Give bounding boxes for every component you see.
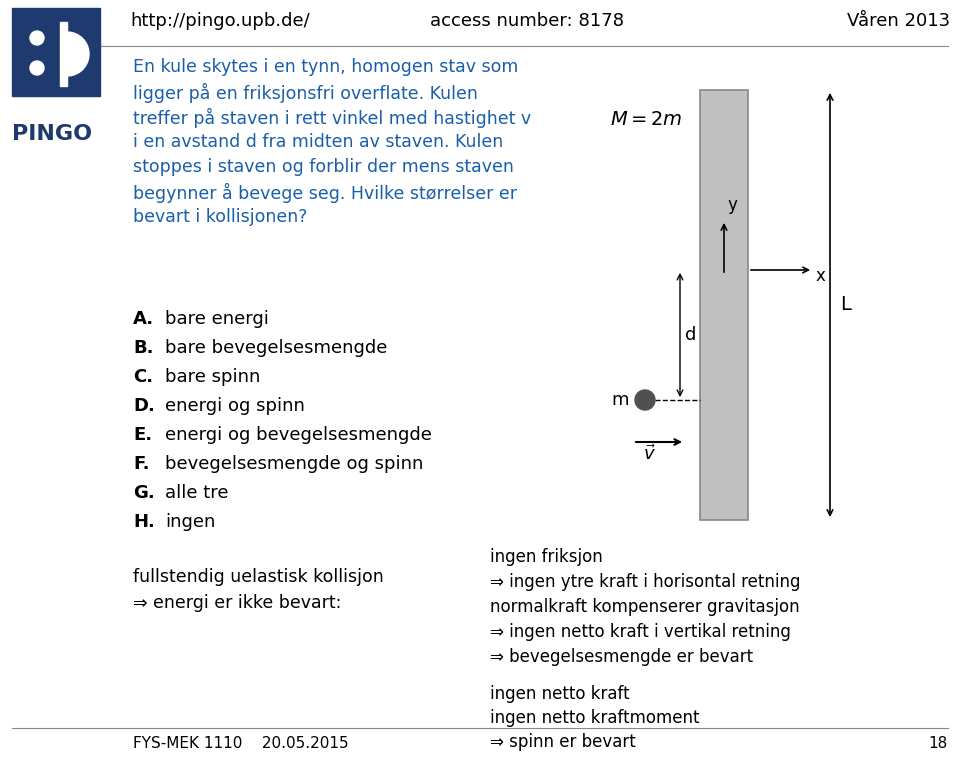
Text: $\vec{v}$: $\vec{v}$	[643, 444, 656, 464]
Text: x: x	[816, 267, 826, 285]
Circle shape	[30, 31, 44, 45]
Text: bare energi: bare energi	[165, 310, 269, 328]
Text: http://pingo.upb.de/: http://pingo.upb.de/	[130, 12, 310, 30]
Text: FYS-MEK 1110    20.05.2015: FYS-MEK 1110 20.05.2015	[133, 736, 348, 751]
Text: i en avstand d fra midten av staven. Kulen: i en avstand d fra midten av staven. Kul…	[133, 133, 503, 151]
Text: alle tre: alle tre	[165, 484, 228, 502]
Text: ⇒ ingen netto kraft i vertikal retning: ⇒ ingen netto kraft i vertikal retning	[490, 623, 791, 641]
Text: 18: 18	[928, 736, 948, 751]
Text: En kule skytes i en tynn, homogen stav som: En kule skytes i en tynn, homogen stav s…	[133, 58, 518, 76]
Text: bevart i kollisjonen?: bevart i kollisjonen?	[133, 208, 307, 226]
Text: ⇒ spinn er bevart: ⇒ spinn er bevart	[490, 733, 636, 751]
Text: normalkraft kompenserer gravitasjon: normalkraft kompenserer gravitasjon	[490, 598, 800, 616]
Text: D.: D.	[133, 397, 155, 415]
Text: ingen netto kraftmoment: ingen netto kraftmoment	[490, 709, 700, 727]
Circle shape	[635, 390, 655, 410]
Text: energi og bevegelsesmengde: energi og bevegelsesmengde	[165, 426, 432, 444]
Text: ingen: ingen	[165, 513, 215, 531]
Text: C.: C.	[133, 368, 154, 386]
Text: y: y	[727, 196, 737, 214]
Text: Våren 2013: Våren 2013	[847, 12, 950, 30]
Text: treffer på staven i rett vinkel med hastighet v: treffer på staven i rett vinkel med hast…	[133, 108, 531, 128]
Text: d: d	[685, 326, 696, 344]
Text: bare bevegelsesmengde: bare bevegelsesmengde	[165, 339, 388, 357]
Text: ingen friksjon: ingen friksjon	[490, 548, 603, 566]
Text: B.: B.	[133, 339, 154, 357]
Text: bevegelsesmengde og spinn: bevegelsesmengde og spinn	[165, 455, 423, 473]
Text: m: m	[612, 391, 629, 409]
Circle shape	[30, 61, 44, 75]
Bar	[60, 22, 67, 86]
Text: fullstendig uelastisk kollisjon: fullstendig uelastisk kollisjon	[133, 568, 384, 586]
Text: ⇒ bevegelsesmengde er bevart: ⇒ bevegelsesmengde er bevart	[490, 648, 754, 666]
Text: stoppes i staven og forblir der mens staven: stoppes i staven og forblir der mens sta…	[133, 158, 514, 176]
Text: H.: H.	[133, 513, 155, 531]
Bar	[700, 90, 748, 520]
Text: ingen netto kraft: ingen netto kraft	[490, 685, 630, 703]
Text: PINGO: PINGO	[12, 124, 92, 144]
Text: A.: A.	[133, 310, 155, 328]
Text: L: L	[840, 295, 851, 314]
Bar	[12, 8, 100, 96]
Text: ⇒ ingen ytre kraft i horisontal retning: ⇒ ingen ytre kraft i horisontal retning	[490, 573, 801, 591]
Polygon shape	[67, 32, 89, 76]
Text: bare spinn: bare spinn	[165, 368, 260, 386]
Text: ligger på en friksjonsfri overflate. Kulen: ligger på en friksjonsfri overflate. Kul…	[133, 83, 478, 103]
Text: access number: 8178: access number: 8178	[430, 12, 624, 30]
Text: E.: E.	[133, 426, 152, 444]
Text: F.: F.	[133, 455, 150, 473]
Text: $M = 2m$: $M = 2m$	[610, 110, 683, 129]
Text: ⇒ energi er ikke bevart:: ⇒ energi er ikke bevart:	[133, 594, 342, 612]
Text: G.: G.	[133, 484, 155, 502]
Text: begynner å bevege seg. Hvilke størrelser er: begynner å bevege seg. Hvilke størrelser…	[133, 183, 517, 203]
Text: energi og spinn: energi og spinn	[165, 397, 305, 415]
